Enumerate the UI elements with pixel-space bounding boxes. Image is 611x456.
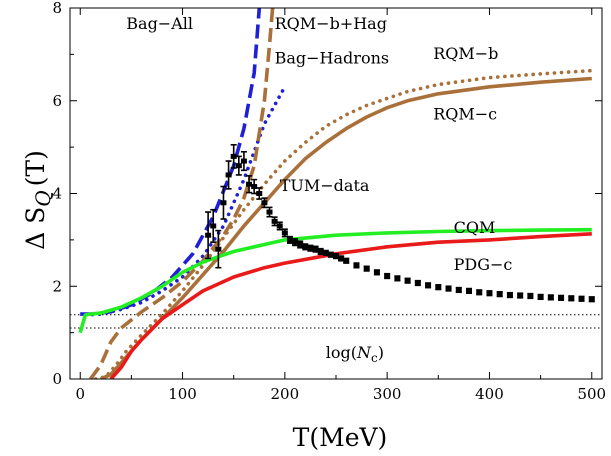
data-point xyxy=(251,178,258,195)
data-point xyxy=(312,245,319,253)
x-tick-label: 300 xyxy=(373,385,402,403)
y-axis-title-main: Δ S xyxy=(21,207,50,250)
series-rqm-b xyxy=(93,68,594,379)
label-bag-hadrons: Bag−Hadrons xyxy=(275,49,389,68)
y-axis-title: Δ SQ (T) xyxy=(21,150,55,250)
data-point xyxy=(333,252,339,260)
axes: 0 100 200 300 400 500 0 2 4 6 8 xyxy=(52,0,606,403)
data-point xyxy=(210,208,217,243)
data-point xyxy=(527,292,534,300)
x-axis-title: T(MeV) xyxy=(293,423,388,452)
series-bag-all xyxy=(80,8,262,316)
data-point xyxy=(547,294,554,301)
data-point xyxy=(404,277,411,284)
label-rqm-c: RQM−c xyxy=(433,104,497,123)
series-pdg-c xyxy=(109,232,592,379)
x-tick-label: 100 xyxy=(168,385,197,403)
data-point xyxy=(588,296,595,303)
data-point xyxy=(455,286,462,294)
data-point xyxy=(230,144,237,169)
data-point xyxy=(537,293,544,301)
data-point xyxy=(215,229,222,269)
annotations: Bag−All RQM−b+Hag Bag−Hadrons RQM−b RQM−c TUM… xyxy=(126,14,512,365)
series-cqm xyxy=(78,227,592,334)
data-point xyxy=(506,291,513,299)
data-point xyxy=(235,155,242,176)
data-point xyxy=(384,272,391,280)
data-point xyxy=(558,294,565,301)
data-point xyxy=(373,269,380,276)
data-point xyxy=(266,206,273,218)
label-log-nc: log(Nc) xyxy=(326,343,384,365)
data-point xyxy=(225,160,232,190)
data-point xyxy=(271,216,278,227)
y-tick-label: 2 xyxy=(52,277,62,295)
data-point xyxy=(261,197,268,209)
data-point xyxy=(327,251,334,258)
data-point xyxy=(394,275,401,282)
data-point xyxy=(466,287,472,295)
data-point xyxy=(302,243,309,251)
label-cqm: CQM xyxy=(454,218,496,237)
data-point xyxy=(338,255,345,262)
y-tick-label: 4 xyxy=(52,185,62,203)
data-point xyxy=(425,282,432,289)
data-point xyxy=(578,295,585,302)
y-tick-label: 0 xyxy=(52,370,62,388)
data-point xyxy=(517,292,524,299)
data-point xyxy=(322,249,329,256)
label-tum-data: TUM−data xyxy=(280,176,370,195)
data-point xyxy=(246,175,253,194)
data-point xyxy=(414,279,421,287)
data-point xyxy=(317,247,324,256)
label-rqm-b-hag: RQM−b+Hag xyxy=(275,14,387,33)
data-point xyxy=(568,295,575,302)
y-axis-title-tail: (T) xyxy=(21,150,50,186)
series-rqm-b-hag xyxy=(89,8,275,379)
data-point xyxy=(205,211,212,260)
label-pdg-c: PDG−c xyxy=(454,255,513,274)
data-point xyxy=(476,289,483,296)
data-point xyxy=(240,150,247,172)
x-tick-label: 0 xyxy=(75,385,85,403)
y-axis-title-sub: Q xyxy=(31,190,55,206)
data-point xyxy=(256,187,263,200)
data-point xyxy=(276,221,283,231)
tum-data-points xyxy=(205,144,595,303)
x-tick-label: 500 xyxy=(577,385,606,403)
data-point xyxy=(445,285,452,292)
series-bag-hadrons xyxy=(83,85,287,317)
plot-area xyxy=(70,314,602,329)
y-tick-label: 8 xyxy=(52,0,62,17)
y-tick-label: 6 xyxy=(52,92,62,110)
data-point xyxy=(220,185,227,220)
data-point xyxy=(486,290,493,297)
data-point xyxy=(496,291,503,298)
data-point xyxy=(435,284,442,291)
data-point xyxy=(281,228,288,238)
data-point xyxy=(286,235,293,244)
data-point xyxy=(353,262,360,269)
data-point xyxy=(307,244,314,252)
x-tick-label: 200 xyxy=(271,385,300,403)
data-point xyxy=(343,257,350,264)
label-bag-all: Bag−All xyxy=(126,14,193,33)
label-rqm-b: RQM−b xyxy=(433,44,498,63)
data-point xyxy=(363,265,370,272)
x-tick-label: 400 xyxy=(475,385,504,403)
data-point xyxy=(292,238,299,247)
data-point xyxy=(297,240,304,249)
